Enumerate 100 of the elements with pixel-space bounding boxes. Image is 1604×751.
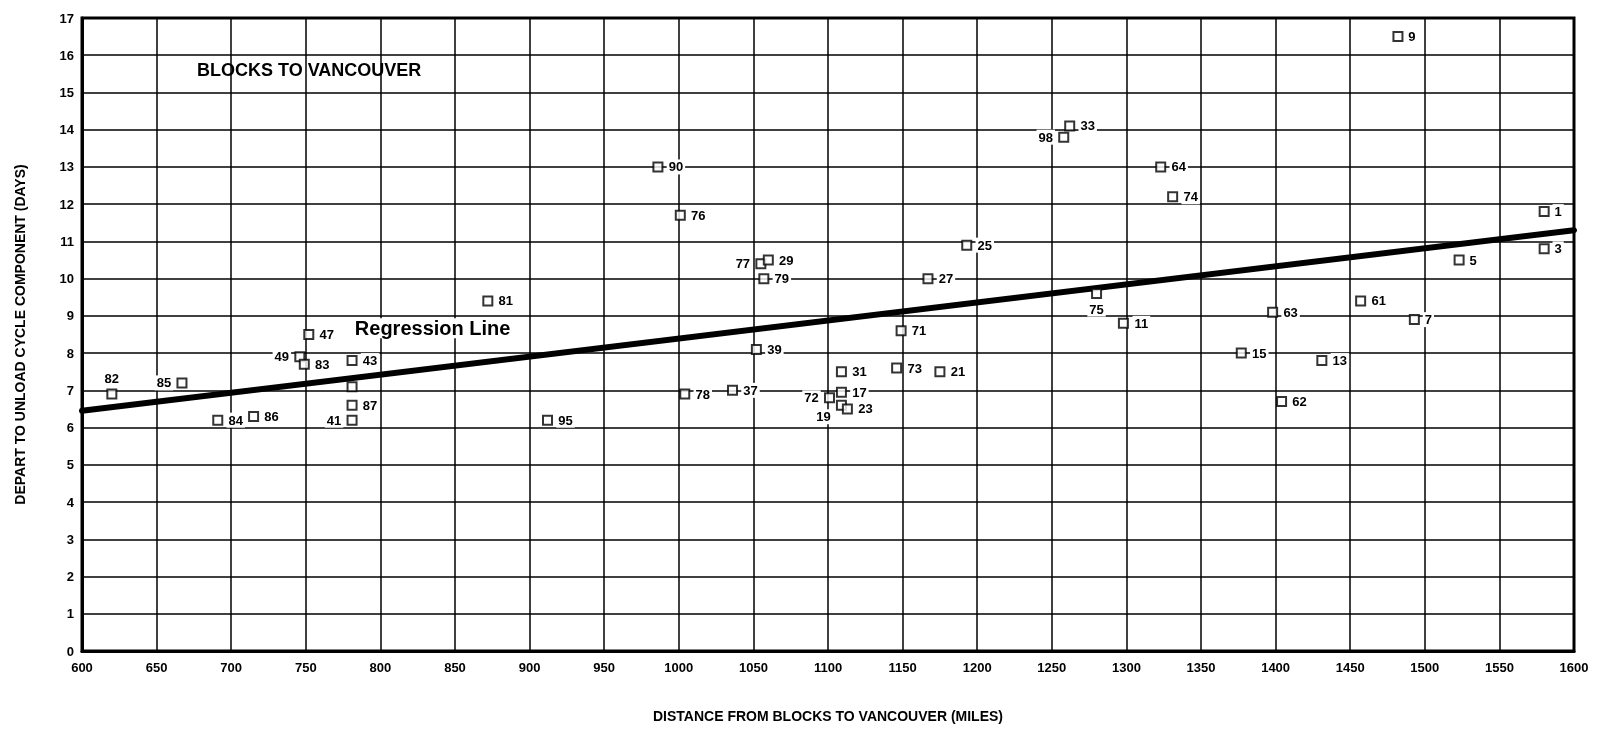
- annotation: 9: [1408, 29, 1416, 45]
- annotation: 25: [977, 237, 992, 253]
- y-tick-label: 16: [59, 47, 74, 63]
- point: [895, 325, 907, 337]
- annotation: 13: [1332, 353, 1348, 369]
- y-tick-label: 12: [59, 196, 74, 212]
- x-tick-label: 1600: [1559, 660, 1589, 675]
- annotation: 71: [911, 323, 927, 339]
- y-tick-label: 5: [66, 457, 74, 473]
- point: [1064, 120, 1076, 132]
- point: [346, 414, 358, 426]
- point: [679, 388, 691, 400]
- point: [1392, 31, 1404, 43]
- x-tick-label: 1100: [813, 660, 843, 675]
- point: [542, 414, 553, 426]
- annotation: 74: [1183, 189, 1199, 205]
- y-tick-label: 15: [59, 84, 74, 100]
- y-tick-label: 9: [66, 308, 74, 324]
- annotation: 90: [668, 159, 684, 175]
- point: [835, 386, 847, 398]
- annotation: 5: [1469, 252, 1477, 268]
- annotation: 75: [1089, 301, 1104, 317]
- annotation: 37: [743, 382, 758, 398]
- x-tick-label: 750: [294, 660, 317, 675]
- x-tick-label: 1400: [1261, 660, 1291, 675]
- annotation: Regression Line: [354, 317, 511, 340]
- annotation: 95: [558, 412, 573, 428]
- x-tick-label: 850: [444, 660, 466, 675]
- annotation: 82: [104, 371, 120, 387]
- y-tick-label: 13: [59, 159, 74, 175]
- point: [961, 239, 973, 251]
- y-tick-label: 11: [60, 233, 74, 249]
- annotation: 27: [938, 271, 954, 287]
- annotation: 81: [498, 293, 514, 309]
- point: [762, 254, 774, 266]
- point: [934, 366, 946, 378]
- annotation: 31: [852, 364, 867, 380]
- point: [346, 355, 358, 367]
- annotation: 29: [779, 252, 794, 268]
- point: [835, 366, 847, 378]
- point: [1267, 306, 1279, 318]
- point: [303, 329, 315, 340]
- point: [482, 295, 494, 307]
- y-tick-label: 1: [66, 606, 74, 622]
- x-tick-label: 1350: [1186, 660, 1216, 675]
- point: [1276, 396, 1288, 408]
- point: [248, 410, 260, 422]
- point: [1538, 243, 1550, 255]
- point: [1058, 131, 1070, 143]
- annotation: 43: [362, 353, 378, 369]
- point: [1167, 191, 1179, 203]
- y-tick-label: 17: [59, 10, 74, 26]
- point: [1538, 206, 1550, 218]
- point: [1408, 314, 1420, 326]
- x-tick-label: 1500: [1410, 660, 1440, 675]
- annotation: 86: [264, 408, 279, 424]
- point: [922, 273, 934, 285]
- y-tick-label: 0: [66, 643, 74, 659]
- x-tick-label: 1200: [962, 660, 992, 675]
- annotation: 73: [907, 360, 922, 376]
- point: [1316, 355, 1328, 367]
- x-tick-label: 800: [369, 660, 392, 675]
- annotation: 79: [774, 271, 790, 287]
- annotation: 41: [326, 412, 342, 428]
- annotation: 49: [274, 349, 290, 365]
- x-tick-label: 1550: [1484, 660, 1514, 675]
- y-tick-label: 10: [59, 271, 74, 287]
- x-tick-label: 1450: [1335, 660, 1365, 675]
- point: [652, 161, 664, 173]
- point: [891, 362, 903, 374]
- annotation: 72: [804, 390, 819, 406]
- annotation: 78: [695, 386, 710, 402]
- x-tick-label: 600: [71, 660, 93, 675]
- y-tick-label: 8: [66, 345, 74, 361]
- annotation: 15: [1252, 345, 1267, 361]
- x-tick-label: 1250: [1037, 660, 1067, 675]
- point: [758, 273, 770, 285]
- annotation: 7: [1424, 312, 1432, 328]
- annotation: 85: [156, 375, 172, 391]
- annotation: 84: [228, 412, 244, 428]
- point: [1355, 295, 1367, 307]
- point: [841, 403, 853, 415]
- point: [346, 381, 358, 393]
- annotation: 1: [1554, 204, 1562, 220]
- annotation: 64: [1171, 159, 1187, 175]
- annotation: 63: [1283, 304, 1298, 320]
- x-tick-label: 1050: [738, 660, 768, 675]
- annotation: 61: [1371, 293, 1386, 309]
- x-tick-label: 950: [593, 660, 616, 675]
- annotation: 11: [1134, 315, 1149, 331]
- annotation: 39: [767, 341, 782, 357]
- point: [1117, 317, 1129, 329]
- point: [298, 358, 310, 370]
- y-tick-label: 14: [59, 122, 75, 138]
- x-tick-label: 1150: [888, 660, 917, 675]
- point: [1235, 347, 1247, 359]
- point: [1155, 161, 1167, 173]
- point: [106, 388, 118, 400]
- y-tick-label: 7: [66, 382, 74, 398]
- annotation: 77: [735, 256, 751, 272]
